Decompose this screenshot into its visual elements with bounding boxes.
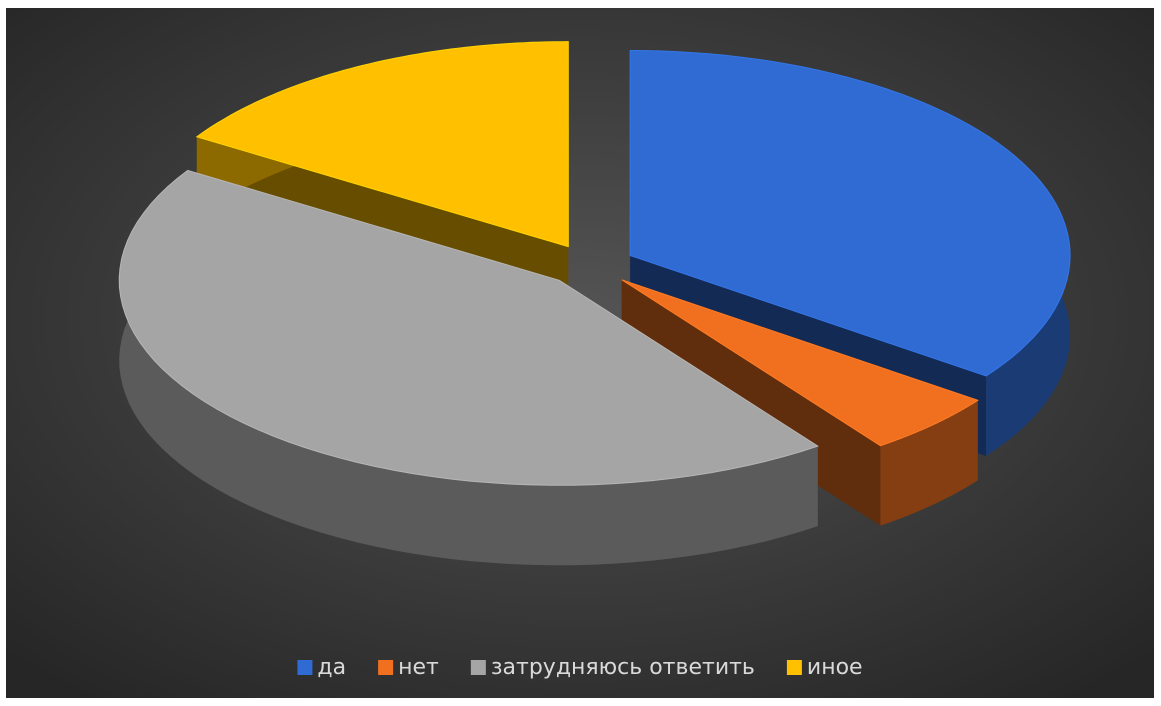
slice: [629, 49, 1071, 377]
legend-label: затрудняюсь ответить: [491, 655, 755, 680]
legend: да нет затрудняюсь ответить иное: [297, 655, 863, 680]
legend-swatch: [378, 660, 394, 675]
slice: [118, 169, 819, 486]
slice: [195, 41, 569, 248]
legend-label: нет: [398, 655, 439, 680]
legend-label: иное: [807, 655, 863, 680]
legend-swatch: [786, 660, 802, 675]
pie: [118, 41, 1071, 566]
legend-label: да: [317, 655, 346, 680]
legend-swatch: [470, 660, 486, 675]
slice-side: [880, 400, 978, 526]
slice: [621, 279, 979, 447]
slice: [118, 169, 819, 566]
slice-side: [119, 170, 818, 566]
legend-swatch: [297, 660, 313, 675]
